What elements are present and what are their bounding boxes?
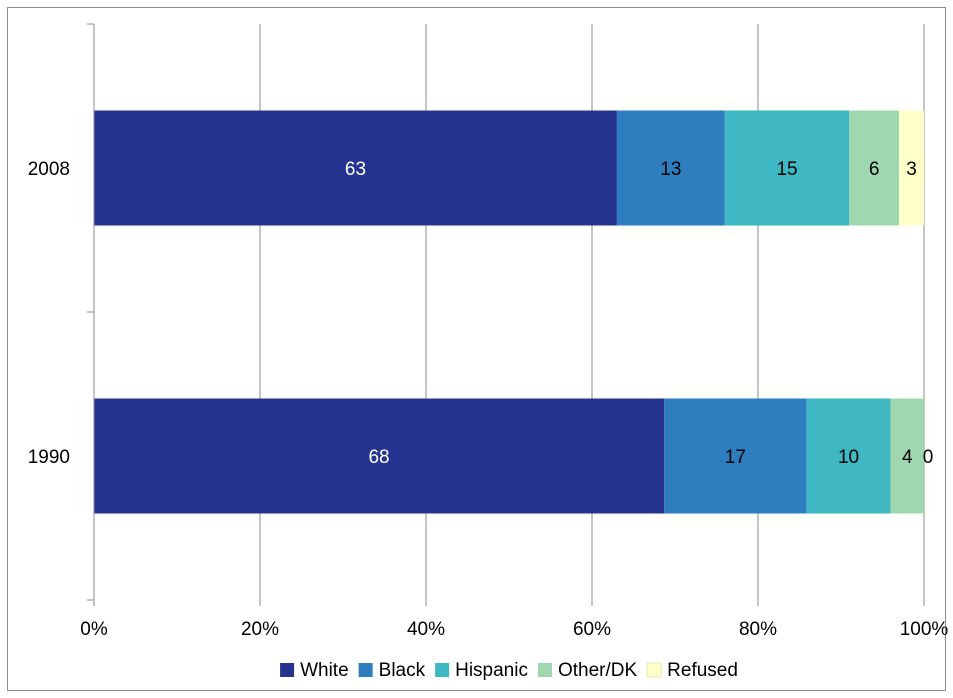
x-tick-label: 100% <box>900 619 949 640</box>
legend: White Black Hispanic Other/DK Refused <box>280 660 738 681</box>
legend-item-hispanic: Hispanic <box>435 660 528 681</box>
legend-label-refused: Refused <box>667 660 738 681</box>
bar-hispanic-1990 <box>806 398 891 514</box>
data-label-white-1990: 68 <box>368 447 389 468</box>
x-tick-label: 20% <box>241 619 279 640</box>
bar-hispanic-2008 <box>724 110 850 226</box>
data-label-hispanic-1990: 10 <box>838 447 859 468</box>
legend-swatch-other-dk <box>537 663 552 677</box>
data-label-refused-1990: 0 <box>923 447 934 468</box>
legend-item-white: White <box>280 660 349 681</box>
data-label-other-dk-2008: 6 <box>869 159 880 180</box>
x-tick-label: 40% <box>407 619 445 640</box>
bar-other-dk-1990 <box>890 398 924 514</box>
bar-black-1990 <box>664 398 807 514</box>
category-label-1990: 1990 <box>28 447 70 468</box>
legend-item-refused: Refused <box>646 660 738 681</box>
x-tick-label: 0% <box>80 619 108 640</box>
data-label-refused-2008: 3 <box>906 159 917 180</box>
gridlines <box>259 24 925 600</box>
legend-swatch-hispanic <box>435 663 450 677</box>
category-label-2008: 2008 <box>28 159 70 180</box>
bar-white-2008 <box>94 110 617 226</box>
bar-black-2008 <box>616 110 725 226</box>
legend-item-other-dk: Other/DK <box>537 660 638 681</box>
legend-item-black: Black <box>358 660 426 681</box>
axes-layer: 0% 20% 40% 60% 80% 100% 2008 1990 <box>28 23 949 640</box>
legend-label-hispanic: Hispanic <box>455 660 528 681</box>
legend-swatch-white <box>280 663 295 677</box>
data-label-black-1990: 17 <box>725 447 746 468</box>
data-label-black-2008: 13 <box>660 159 681 180</box>
legend-label-white: White <box>300 660 349 681</box>
x-tick-label: 80% <box>739 619 777 640</box>
bars-layer: 63 13 15 6 368 17 10 4 0 <box>94 110 934 514</box>
bar-refused-2008 <box>899 110 924 226</box>
legend-label-black: Black <box>379 660 426 681</box>
data-label-hispanic-2008: 15 <box>776 159 797 180</box>
bar-white-1990 <box>94 398 665 514</box>
legend-label-other-dk: Other/DK <box>558 660 638 681</box>
data-label-white-2008: 63 <box>345 159 366 180</box>
bar-other-dk-2008 <box>849 110 900 226</box>
data-label-other-dk-1990: 4 <box>902 447 913 468</box>
legend-swatch-refused <box>646 662 662 678</box>
x-tick-label: 60% <box>573 619 611 640</box>
legend-swatch-black <box>358 663 373 677</box>
